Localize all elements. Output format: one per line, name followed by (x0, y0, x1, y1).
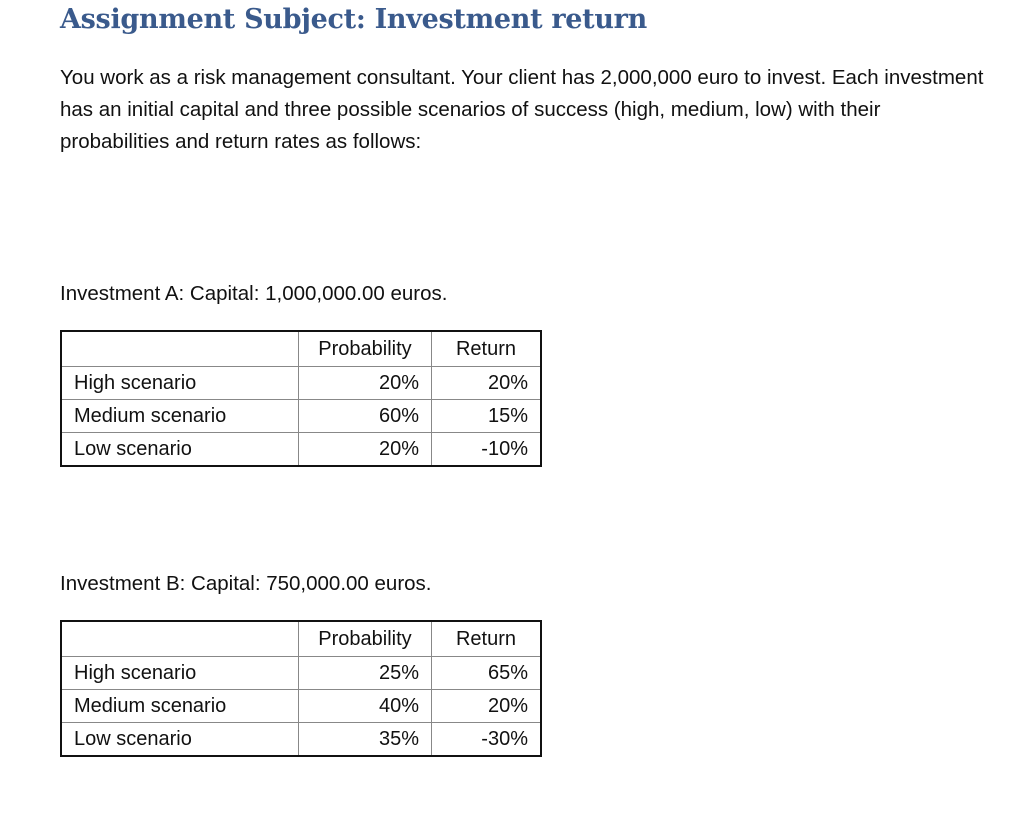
return-value: 15% (431, 399, 542, 433)
probability-value: 20% (298, 366, 432, 400)
probability-value: 20% (298, 432, 432, 467)
return-value: -30% (431, 722, 542, 757)
table-row: High scenario 25% 65% (60, 656, 542, 690)
probability-value: 35% (298, 722, 432, 757)
table-row: Medium scenario 60% 15% (60, 399, 542, 433)
probability-value: 40% (298, 689, 432, 723)
header-return: Return (431, 330, 542, 367)
header-probability: Probability (298, 620, 432, 657)
scenario-label: Medium scenario (60, 689, 299, 723)
return-value: -10% (431, 432, 542, 467)
probability-value: 25% (298, 656, 432, 690)
investment-b-table: Probability Return High scenario 25% 65%… (60, 620, 542, 757)
scenario-label: Low scenario (60, 722, 299, 757)
return-value: 65% (431, 656, 542, 690)
scenario-label: High scenario (60, 366, 299, 400)
probability-value: 60% (298, 399, 432, 433)
page-title: Assignment Subject: Investment return (60, 4, 647, 35)
table-row: Low scenario 35% -30% (60, 722, 542, 757)
table-header-row: Probability Return (60, 330, 542, 367)
header-cell-empty (60, 620, 299, 657)
table-row: Low scenario 20% -10% (60, 432, 542, 467)
investment-b-caption: Investment B: Capital: 750,000.00 euros. (60, 572, 432, 595)
header-probability: Probability (298, 330, 432, 367)
intro-paragraph: You work as a risk management consultant… (60, 66, 984, 153)
table-header-row: Probability Return (60, 620, 542, 657)
table-row: High scenario 20% 20% (60, 366, 542, 400)
investment-a-table: Probability Return High scenario 20% 20%… (60, 330, 542, 467)
return-value: 20% (431, 689, 542, 723)
table-row: Medium scenario 40% 20% (60, 689, 542, 723)
header-return: Return (431, 620, 542, 657)
return-value: 20% (431, 366, 542, 400)
scenario-label: Medium scenario (60, 399, 299, 433)
header-cell-empty (60, 330, 299, 367)
scenario-label: High scenario (60, 656, 299, 690)
scenario-label: Low scenario (60, 432, 299, 467)
investment-a-caption: Investment A: Capital: 1,000,000.00 euro… (60, 282, 448, 305)
